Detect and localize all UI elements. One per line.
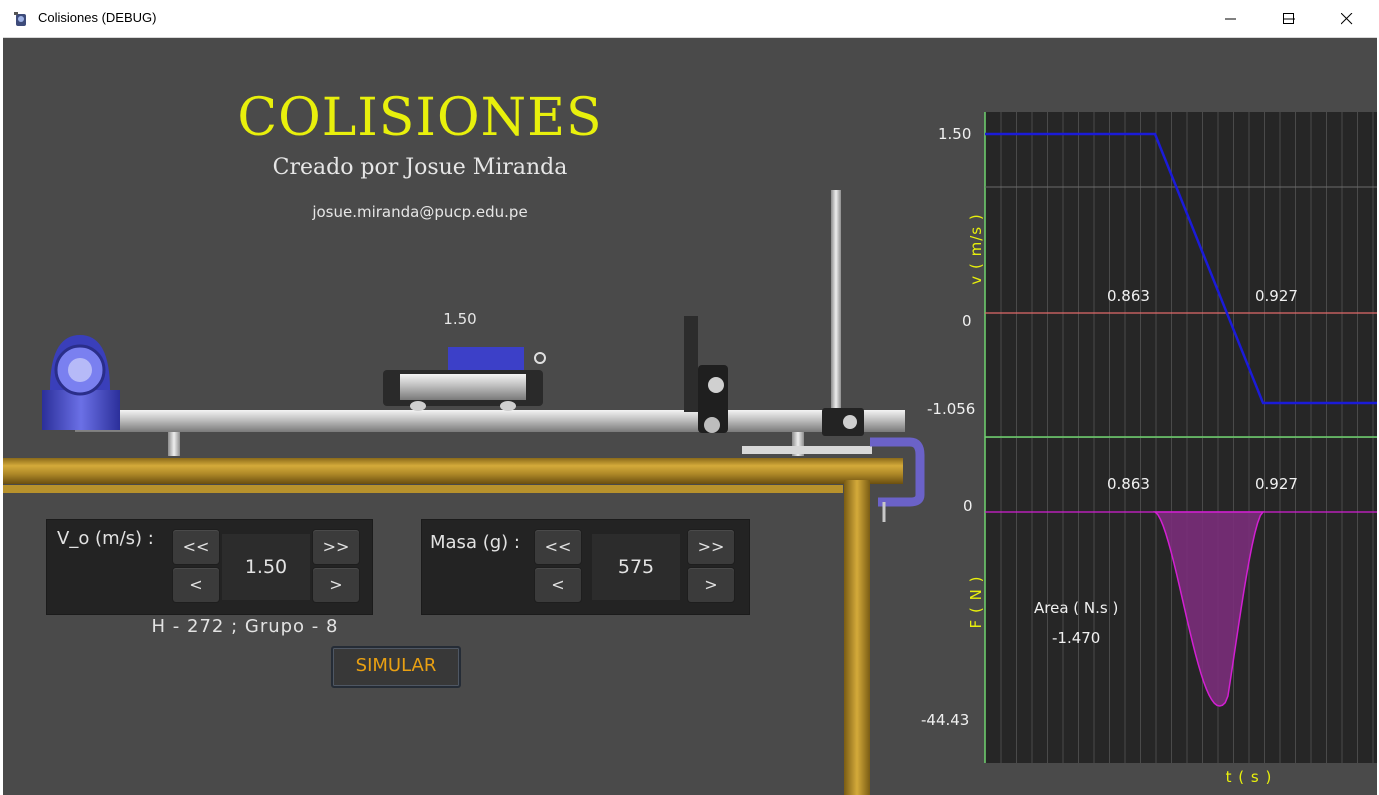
time-axis-label: t ( s ) [1225, 768, 1273, 786]
velocity-line [985, 132, 1377, 405]
table-edge [3, 485, 843, 493]
force-marker-end: 0.927 [1255, 475, 1298, 493]
mass-panel: Masa (g) : << < 575 >> > [421, 519, 750, 615]
maximize-icon [1283, 13, 1294, 24]
window-title: Colisiones (DEBUG) [38, 10, 157, 25]
bumper-screw [704, 417, 720, 433]
simulation-scene [3, 190, 925, 795]
velocity-tick-zero: 0 [962, 312, 972, 330]
force-impulse-area [1153, 511, 1265, 707]
close-icon [1341, 13, 1353, 25]
app-title: COLISIONES [237, 88, 603, 148]
window-titlebar: Colisiones (DEBUG) [0, 0, 1379, 38]
cart-body [400, 374, 526, 400]
stand-rod [831, 190, 841, 435]
velocity-decrease-button[interactable]: < [173, 568, 219, 602]
app-subtitle: Creado por Josue Miranda [272, 155, 568, 180]
cart-hook [534, 352, 546, 364]
rail-foot-left [168, 430, 180, 456]
mass-increase-button[interactable]: > [688, 568, 734, 602]
velocity-label: V_o (m/s) : [57, 528, 154, 549]
clamp-plate [742, 446, 872, 454]
cart-speed-label: 1.50 [443, 310, 477, 328]
window-border-left [0, 37, 3, 795]
force-tick-zero: 0 [963, 497, 973, 515]
table-top [3, 458, 903, 484]
mass-value: 575 [592, 534, 680, 600]
bumper-knob [708, 377, 724, 393]
area-label: Area ( N.s ) [1034, 599, 1119, 617]
stand-screw [843, 415, 857, 429]
simulate-button[interactable]: SIMULAR [331, 646, 461, 688]
velocity-tick-max: 1.50 [938, 125, 972, 143]
velocity-marker-start: 0.863 [1107, 287, 1150, 305]
velocity-marker-end: 0.927 [1255, 287, 1298, 305]
table-leg [844, 480, 870, 795]
velocity-series [985, 132, 1377, 405]
force-series [1153, 511, 1265, 707]
force-axis-label: F ( N ) [967, 575, 985, 629]
cart-wheel-right [500, 401, 516, 411]
maximize-button[interactable] [1266, 0, 1312, 37]
area-value: -1.470 [1052, 629, 1101, 647]
cart-wheel-left [410, 401, 426, 411]
velocity-fast-decrease-button[interactable]: << [173, 530, 219, 564]
plot-grid [1000, 112, 1374, 763]
group-info: H - 272 ; Grupo - 8 [151, 616, 339, 637]
velocity-value: 1.50 [222, 534, 310, 600]
mass-label: Masa (g) : [430, 532, 520, 553]
mass-fast-increase-button[interactable]: >> [688, 530, 734, 564]
mass-decrease-button[interactable]: < [535, 568, 581, 602]
velocity-axis-label: v ( m/s ) [967, 213, 985, 285]
velocity-fast-increase-button[interactable]: >> [313, 530, 359, 564]
velocity-increase-button[interactable]: > [313, 568, 359, 602]
velocity-panel: V_o (m/s) : << < 1.50 >> > [46, 519, 373, 615]
c-clamp [870, 437, 925, 507]
bumper-post [684, 316, 698, 412]
force-tick-min: -44.43 [921, 711, 970, 729]
cart-mass-block [448, 347, 524, 373]
app-icon [14, 12, 26, 26]
blower-base [42, 390, 120, 430]
blower-dial-center [68, 358, 92, 382]
air-track-rail [75, 410, 905, 432]
author-email: josue.miranda@pucp.edu.pe [312, 203, 528, 221]
window-border-right [1377, 37, 1379, 795]
velocity-tick-min: -1.056 [927, 400, 976, 418]
force-marker-start: 0.863 [1107, 475, 1150, 493]
velocity-plot-bg [985, 112, 1377, 437]
close-button[interactable] [1324, 0, 1370, 37]
minimize-button[interactable] [1208, 0, 1254, 37]
minimize-icon [1225, 18, 1236, 20]
mass-fast-decrease-button[interactable]: << [535, 530, 581, 564]
